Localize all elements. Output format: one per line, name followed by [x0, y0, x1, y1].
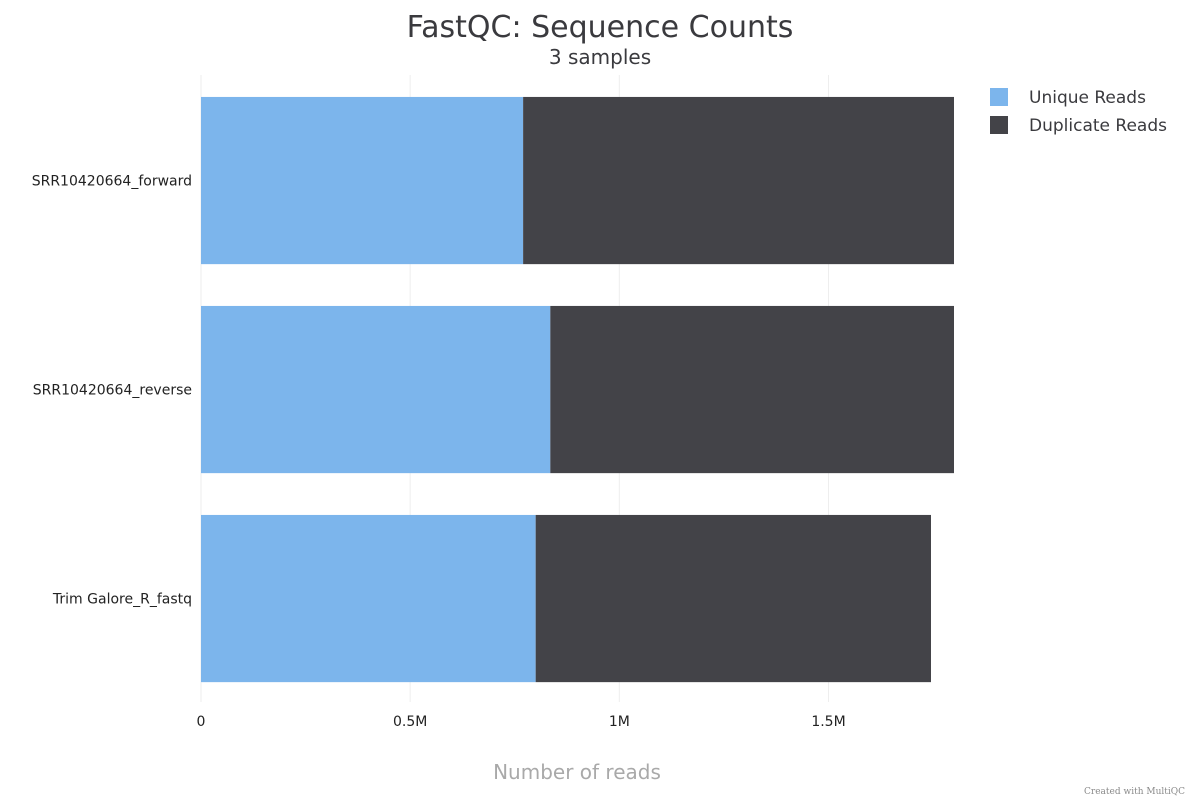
chart-subtitle: 3 samples — [549, 45, 651, 69]
legend[interactable]: Unique Reads Duplicate Reads — [990, 88, 1167, 136]
category-label-1: SRR10420664_reverse — [33, 383, 192, 399]
bar-unique-reads-2[interactable] — [201, 514, 536, 683]
legend-swatch-0 — [990, 88, 1008, 106]
category-labels: SRR10420664_forward SRR10420664_reverse Tr… — [32, 174, 192, 608]
credit-text: Created with MultiQC — [1084, 787, 1185, 797]
x-tick-labels: 0 0.5M 1M 1.5M — [197, 714, 846, 730]
x-tick-label-0: 0 — [197, 714, 206, 730]
category-label-2: Trim Galore_R_fastq — [52, 592, 192, 608]
x-axis-title: Number of reads — [493, 760, 661, 784]
bar-duplicate-reads-2[interactable] — [535, 514, 931, 683]
x-tick-label-3: 1.5M — [811, 714, 845, 730]
x-tick-label-1: 0.5M — [393, 714, 427, 730]
legend-item-unique-reads[interactable]: Unique Reads — [990, 88, 1146, 108]
chart-title: FastQC: Sequence Counts — [407, 10, 794, 45]
legend-label-1: Duplicate Reads — [1029, 116, 1167, 136]
x-tick-label-2: 1M — [609, 714, 630, 730]
bar-duplicate-reads-0[interactable] — [523, 96, 954, 265]
category-label-0: SRR10420664_forward — [32, 174, 192, 190]
bar-unique-reads-0[interactable] — [201, 96, 524, 265]
bars — [201, 96, 954, 683]
legend-label-0: Unique Reads — [1029, 88, 1146, 108]
legend-item-duplicate-reads[interactable]: Duplicate Reads — [990, 116, 1167, 136]
bar-duplicate-reads-1[interactable] — [550, 305, 954, 474]
bar-unique-reads-1[interactable] — [201, 305, 551, 474]
legend-swatch-1 — [990, 116, 1008, 134]
